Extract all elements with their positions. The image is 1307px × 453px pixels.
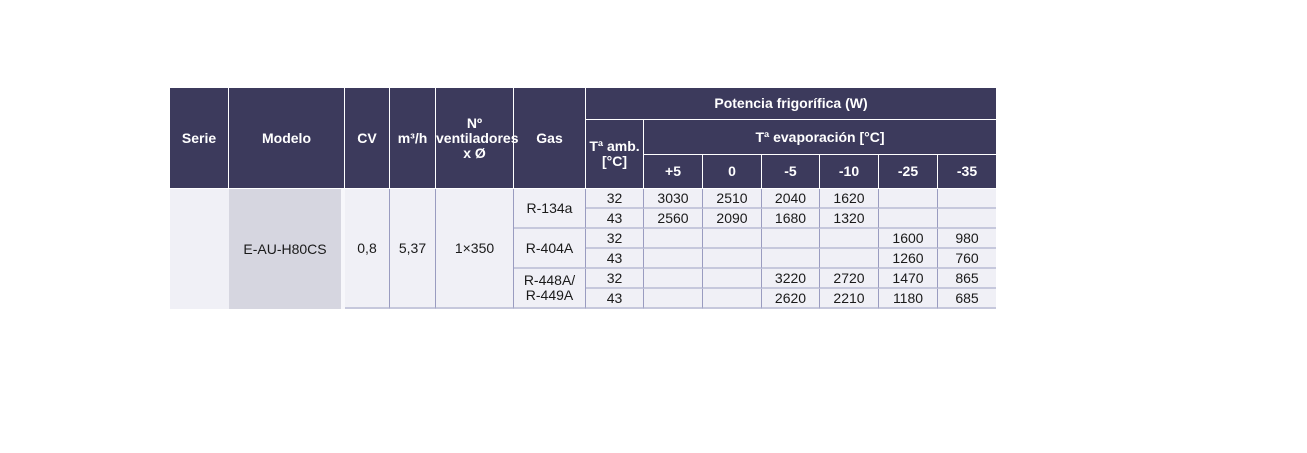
cell-ventiladores: 1×350 [436, 189, 514, 309]
cell-value [644, 229, 703, 249]
cell-value [938, 209, 996, 229]
cell-value: 2040 [762, 189, 820, 209]
cell-tamb: 32 [586, 189, 644, 209]
cell-value: 3220 [762, 269, 820, 289]
header-serie: Serie [170, 88, 229, 189]
cell-value: 1260 [879, 249, 938, 269]
gas-name-line1: R-134a [526, 199, 573, 216]
cell-value [703, 229, 762, 249]
cell-value: 685 [938, 289, 996, 309]
cell-value: 1620 [820, 189, 879, 209]
header-gas: Gas [514, 88, 586, 189]
cell-value: 1600 [879, 229, 938, 249]
header-evap-temp: +5 [644, 155, 703, 189]
cell-value [820, 229, 879, 249]
gas-name-line1: R-448A/ [523, 272, 576, 288]
cell-value: 1320 [820, 209, 879, 229]
header-modelo: Modelo [229, 88, 345, 189]
header-evap-temp: -5 [762, 155, 820, 189]
refrigeration-spec-table: Serie Modelo CV m³/h Nº ventiladores x Ø… [170, 88, 996, 309]
cell-value [820, 249, 879, 269]
header-ventiladores-line3: x Ø [463, 144, 486, 161]
header-cv: CV [345, 88, 390, 189]
gas-name-line2: R-449A [525, 287, 574, 303]
cell-gas: R-404A [514, 229, 586, 269]
cell-value: 760 [938, 249, 996, 269]
cell-value: 2620 [762, 289, 820, 309]
cell-value [879, 209, 938, 229]
table-row: R-448A/ R-449A 32 3220 2720 1470 865 [170, 269, 996, 309]
header-tevap: Tª evaporación [°C] [644, 120, 996, 155]
cell-modelo: E-AU-H80CS [229, 189, 345, 309]
cell-gas: R-448A/ R-449A [514, 269, 586, 309]
cell-value [644, 249, 703, 269]
table-row: 43 2560 2090 1680 1320 [170, 209, 996, 229]
cell-value [703, 249, 762, 269]
header-ventiladores: Nº ventiladores x Ø [436, 88, 519, 189]
cell-value: 2560 [644, 209, 703, 229]
cell-value [703, 269, 762, 289]
table-row: 43 1260 760 [170, 249, 996, 269]
cell-tamb: 43 [586, 209, 644, 229]
cell-tamb: 32 [586, 229, 644, 249]
header-tamb-line2: [°C] [601, 153, 628, 169]
cell-value: 2720 [820, 269, 879, 289]
table-row: E-AU-H80CS 0,8 5,37 1×350 R-134a 32 3030… [170, 189, 996, 309]
cell-tamb: 43 [586, 249, 644, 269]
header-tamb: Tª amb. [°C] [586, 120, 644, 189]
cell-value [644, 289, 703, 309]
cell-value [644, 269, 703, 289]
header-evap-temp: 0 [703, 155, 762, 189]
cell-value [762, 249, 820, 269]
cell-value [938, 189, 996, 209]
cell-value [703, 289, 762, 309]
cell-value: 2510 [703, 189, 762, 209]
table-row: 43 2620 2210 1180 685 [170, 289, 996, 309]
cell-value: 2210 [820, 289, 879, 309]
header-evap-temp: -25 [879, 155, 938, 189]
cell-value: 1180 [879, 289, 938, 309]
cell-value: 3030 [644, 189, 703, 209]
cell-cv: 0,8 [345, 189, 390, 309]
cell-m3h: 5,37 [390, 189, 436, 309]
header-potencia: Potencia frigorífica (W) [586, 88, 996, 120]
cell-value [879, 189, 938, 209]
header-evap-temp: -10 [820, 155, 879, 189]
table-row: R-404A 32 1600 980 [170, 229, 996, 269]
header-evap-temp: -35 [938, 155, 996, 189]
cell-gas: R-134a [514, 189, 586, 229]
gas-name-line1: R-404A [525, 239, 574, 256]
cell-serie [170, 189, 229, 309]
header-ventiladores-line2: ventiladores [436, 129, 519, 146]
cell-value: 2090 [703, 209, 762, 229]
cell-value: 1680 [762, 209, 820, 229]
cell-value: 980 [938, 229, 996, 249]
header-m3h: m³/h [390, 88, 436, 189]
header-ventiladores-line1: Nº [466, 114, 483, 131]
cell-value [762, 229, 820, 249]
cell-tamb: 32 [586, 269, 644, 289]
cell-tamb: 43 [586, 289, 644, 309]
cell-value: 865 [938, 269, 996, 289]
header-tamb-line1: Tª amb. [589, 138, 640, 154]
cell-value: 1470 [879, 269, 938, 289]
